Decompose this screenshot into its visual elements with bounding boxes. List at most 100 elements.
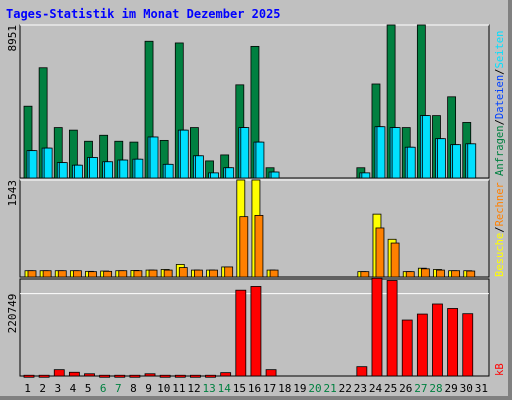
bar-kb bbox=[85, 374, 95, 376]
bar-seiten bbox=[392, 128, 400, 178]
bar-seiten bbox=[226, 168, 234, 178]
legend-item: kB bbox=[494, 363, 506, 376]
bar-kb bbox=[145, 374, 155, 376]
bar-kb bbox=[387, 280, 397, 376]
x-tick-label: 1 bbox=[24, 382, 31, 395]
bar-rechner bbox=[89, 272, 97, 277]
bar-seiten bbox=[59, 163, 67, 178]
bar-rechner bbox=[104, 271, 112, 277]
x-tick-label: 6 bbox=[100, 382, 107, 395]
x-tick-label: 30 bbox=[460, 382, 473, 395]
bar-rechner bbox=[391, 243, 399, 277]
x-tick-label: 27 bbox=[414, 382, 427, 395]
bar-rechner bbox=[179, 268, 187, 277]
bar-seiten bbox=[453, 145, 461, 178]
x-tick-label: 8 bbox=[130, 382, 137, 395]
bar-rechner bbox=[164, 270, 172, 277]
bar-seiten bbox=[180, 130, 188, 178]
legend-panel1: Anfragen/Dateien/Seiten bbox=[494, 31, 506, 176]
bar-rechner bbox=[149, 270, 157, 277]
x-tick-label: 22 bbox=[339, 382, 352, 395]
bar-seiten bbox=[90, 157, 98, 178]
bar-kb bbox=[221, 373, 231, 376]
bar-rechner bbox=[194, 270, 202, 277]
bar-kb bbox=[372, 278, 382, 376]
bar-rechner bbox=[119, 271, 127, 277]
bar-rechner bbox=[43, 271, 51, 277]
bar-rechner bbox=[225, 267, 233, 277]
bar-kb bbox=[463, 314, 473, 376]
bar-seiten bbox=[437, 139, 445, 178]
legend-panel2: Besuche/Rechner bbox=[494, 182, 506, 277]
x-tick-label: 4 bbox=[70, 382, 77, 395]
y-max-label: 220749 bbox=[6, 294, 19, 334]
bar-rechner bbox=[210, 270, 218, 277]
x-tick-label: 16 bbox=[248, 382, 261, 395]
bar-kb bbox=[39, 375, 49, 377]
bar-rechner bbox=[28, 271, 36, 277]
bar-rechner bbox=[467, 271, 475, 277]
x-tick-label: 23 bbox=[354, 382, 367, 395]
bar-rechner bbox=[240, 217, 248, 277]
legend-item: Besuche bbox=[494, 233, 506, 277]
bar-kb bbox=[251, 286, 261, 376]
x-tick-label: 3 bbox=[55, 382, 62, 395]
bar-rechner bbox=[406, 272, 414, 277]
bar-kb bbox=[190, 375, 200, 377]
bar-seiten bbox=[120, 160, 128, 178]
x-tick-label: 10 bbox=[157, 382, 170, 395]
x-tick-label: 19 bbox=[293, 382, 306, 395]
bar-rechner bbox=[270, 270, 278, 277]
bar-rechner bbox=[452, 271, 460, 277]
bar-seiten bbox=[165, 164, 173, 178]
bar-kb bbox=[266, 370, 276, 376]
bar-rechner bbox=[255, 215, 263, 277]
bar-kb bbox=[130, 375, 140, 377]
bar-kb bbox=[115, 375, 125, 377]
x-tick-label: 14 bbox=[218, 382, 232, 395]
bar-seiten bbox=[377, 127, 385, 178]
x-tick-label: 15 bbox=[233, 382, 246, 395]
x-tick-label: 9 bbox=[145, 382, 152, 395]
bar-kb bbox=[357, 367, 367, 376]
x-tick-label: 28 bbox=[429, 382, 442, 395]
bar-rechner bbox=[436, 270, 444, 277]
bar-rechner bbox=[58, 271, 66, 277]
x-tick-label: 21 bbox=[324, 382, 337, 395]
bar-seiten bbox=[468, 144, 476, 178]
x-tick-label: 20 bbox=[308, 382, 321, 395]
x-tick-label: 18 bbox=[278, 382, 291, 395]
y-max-label: 1543 bbox=[6, 180, 19, 207]
bar-seiten bbox=[29, 151, 37, 178]
x-tick-label: 29 bbox=[445, 382, 458, 395]
bar-seiten bbox=[105, 162, 113, 178]
bar-kb bbox=[175, 375, 185, 377]
x-tick-label: 5 bbox=[85, 382, 92, 395]
x-tick-label: 7 bbox=[115, 382, 122, 395]
y-max-label: 8951 bbox=[6, 25, 19, 52]
bar-kb bbox=[402, 320, 412, 376]
bar-seiten bbox=[271, 172, 279, 178]
bar-rechner bbox=[376, 228, 384, 277]
x-tick-label: 13 bbox=[202, 382, 215, 395]
x-tick-label: 12 bbox=[187, 382, 200, 395]
bar-seiten bbox=[150, 137, 158, 178]
bar-rechner bbox=[421, 269, 429, 277]
bar-rechner bbox=[134, 271, 142, 277]
bar-seiten bbox=[74, 165, 82, 178]
legend-item: Dateien bbox=[494, 75, 506, 119]
legend-item: Anfragen bbox=[494, 125, 506, 176]
bar-kb bbox=[417, 314, 427, 376]
bar-kb bbox=[448, 308, 458, 376]
legend-panel3: kB bbox=[494, 363, 506, 376]
bar-kb bbox=[432, 304, 442, 376]
legend-item: Seiten bbox=[494, 31, 506, 69]
legend-item: Rechner bbox=[494, 182, 506, 226]
bar-rechner bbox=[361, 272, 369, 277]
bar-kb bbox=[236, 290, 246, 376]
bar-seiten bbox=[407, 147, 415, 178]
x-tick-label: 24 bbox=[369, 382, 383, 395]
x-tick-label: 25 bbox=[384, 382, 397, 395]
bar-seiten bbox=[44, 148, 52, 178]
